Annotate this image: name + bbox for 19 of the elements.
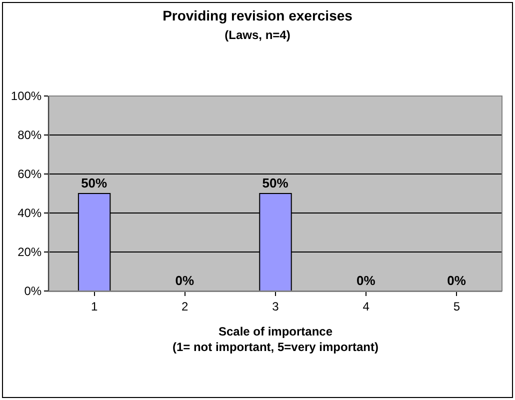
data-label: 0%	[175, 273, 195, 288]
y-tick-label: 20%	[18, 245, 42, 260]
x-tick-label: 3	[272, 299, 280, 314]
chart-subtitle: (Laws, n=4)	[224, 28, 290, 42]
x-axis-title: Scale of importance (1= not important, 5=very important)	[172, 324, 379, 354]
data-label: 0%	[356, 273, 376, 288]
y-tick-label: 100%	[10, 89, 42, 104]
x-tick-label: 5	[453, 299, 460, 314]
x-tick-label: 2	[182, 299, 189, 314]
data-label: 50%	[81, 176, 108, 190]
y-tick-label: 40%	[18, 206, 42, 220]
y-tick-label: 60%	[18, 167, 42, 182]
x-tick-label: 1	[90, 299, 98, 314]
data-label: 0%	[447, 273, 466, 288]
y-tick-label: 80%	[18, 128, 42, 142]
x-tick-label: 4	[362, 299, 370, 314]
y-tick-label: 0%	[24, 284, 42, 298]
chart-title: Providing revision exercises	[162, 8, 353, 24]
data-label: 50%	[262, 176, 289, 190]
